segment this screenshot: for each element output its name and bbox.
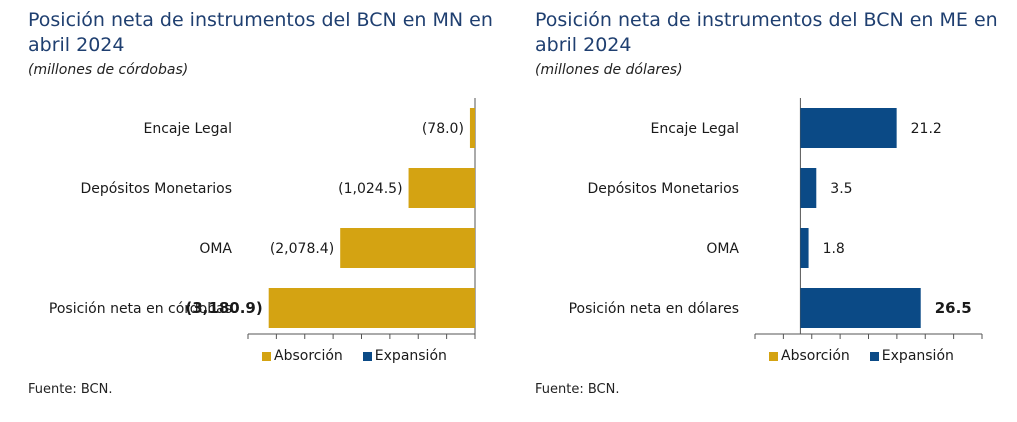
- bar: [469, 108, 475, 148]
- data-label: (78.0): [422, 121, 464, 137]
- data-label: 21.2: [911, 121, 942, 137]
- legend-item-expansion: Expansión: [869, 348, 954, 364]
- chart-panel-me: Posición neta de instrumentos del BCN en…: [507, 0, 998, 422]
- bar-chart-me: Encaje Legal 21.2 Depósitos Monetarios 3.5 O…: [569, 98, 983, 339]
- legend-swatch: [362, 351, 372, 361]
- data-label: 3.5: [830, 181, 852, 197]
- category-label: Encaje Legal: [144, 121, 232, 137]
- chart-title: Posición neta de instrumentos del BCN en…: [535, 9, 998, 56]
- data-label: (1,024.5): [338, 181, 402, 197]
- category-label: Posición neta en córdobas: [49, 301, 232, 317]
- legend-swatch: [769, 351, 778, 361]
- bar: [800, 168, 817, 208]
- source-note: Fuente: BCN.: [535, 382, 620, 397]
- bar: [800, 228, 809, 268]
- bar: [800, 108, 897, 148]
- legend-swatch: [869, 351, 879, 361]
- chart-legend: Absorción Expansión: [769, 348, 968, 364]
- data-label: (3,180.9): [185, 299, 262, 317]
- category-label: OMA: [199, 241, 232, 257]
- chart-subtitle: (millones de córdobas): [28, 62, 189, 78]
- legend-label: Absorción: [781, 348, 850, 364]
- bar: [268, 288, 475, 328]
- legend-swatch: [262, 351, 271, 361]
- chart-subtitle: (millones de dólares): [535, 62, 683, 78]
- source-note: Fuente: BCN.: [28, 382, 113, 397]
- data-label: 1.8: [823, 241, 845, 257]
- chart-title: Posición neta de instrumentos del BCN en…: [28, 9, 493, 56]
- category-label: Depósitos Monetarios: [587, 181, 739, 197]
- legend-label: Expansión: [374, 348, 447, 364]
- legend-item-expansion: Expansión: [362, 348, 447, 364]
- data-label: 26.5: [935, 299, 972, 317]
- category-label: Depósitos Monetarios: [80, 181, 232, 197]
- legend-item-absorcion: Absorción: [769, 348, 850, 364]
- category-label: OMA: [706, 241, 739, 257]
- bar: [408, 168, 475, 208]
- category-label: Encaje Legal: [651, 121, 739, 137]
- legend-item-absorcion: Absorción: [262, 348, 343, 364]
- bar-chart-mn: Encaje Legal (78.0) Depósitos Monetarios (1…: [49, 98, 476, 339]
- data-label: (2,078.4): [270, 241, 334, 257]
- bar: [340, 228, 475, 268]
- chart-panel-mn: Posición neta de instrumentos del BCN en…: [0, 0, 493, 422]
- bar: [800, 288, 921, 328]
- legend-label: Expansión: [881, 348, 954, 364]
- chart-legend: Absorción Expansión: [262, 348, 461, 364]
- category-label: Posición neta en dólares: [569, 301, 739, 317]
- legend-label: Absorción: [274, 348, 343, 364]
